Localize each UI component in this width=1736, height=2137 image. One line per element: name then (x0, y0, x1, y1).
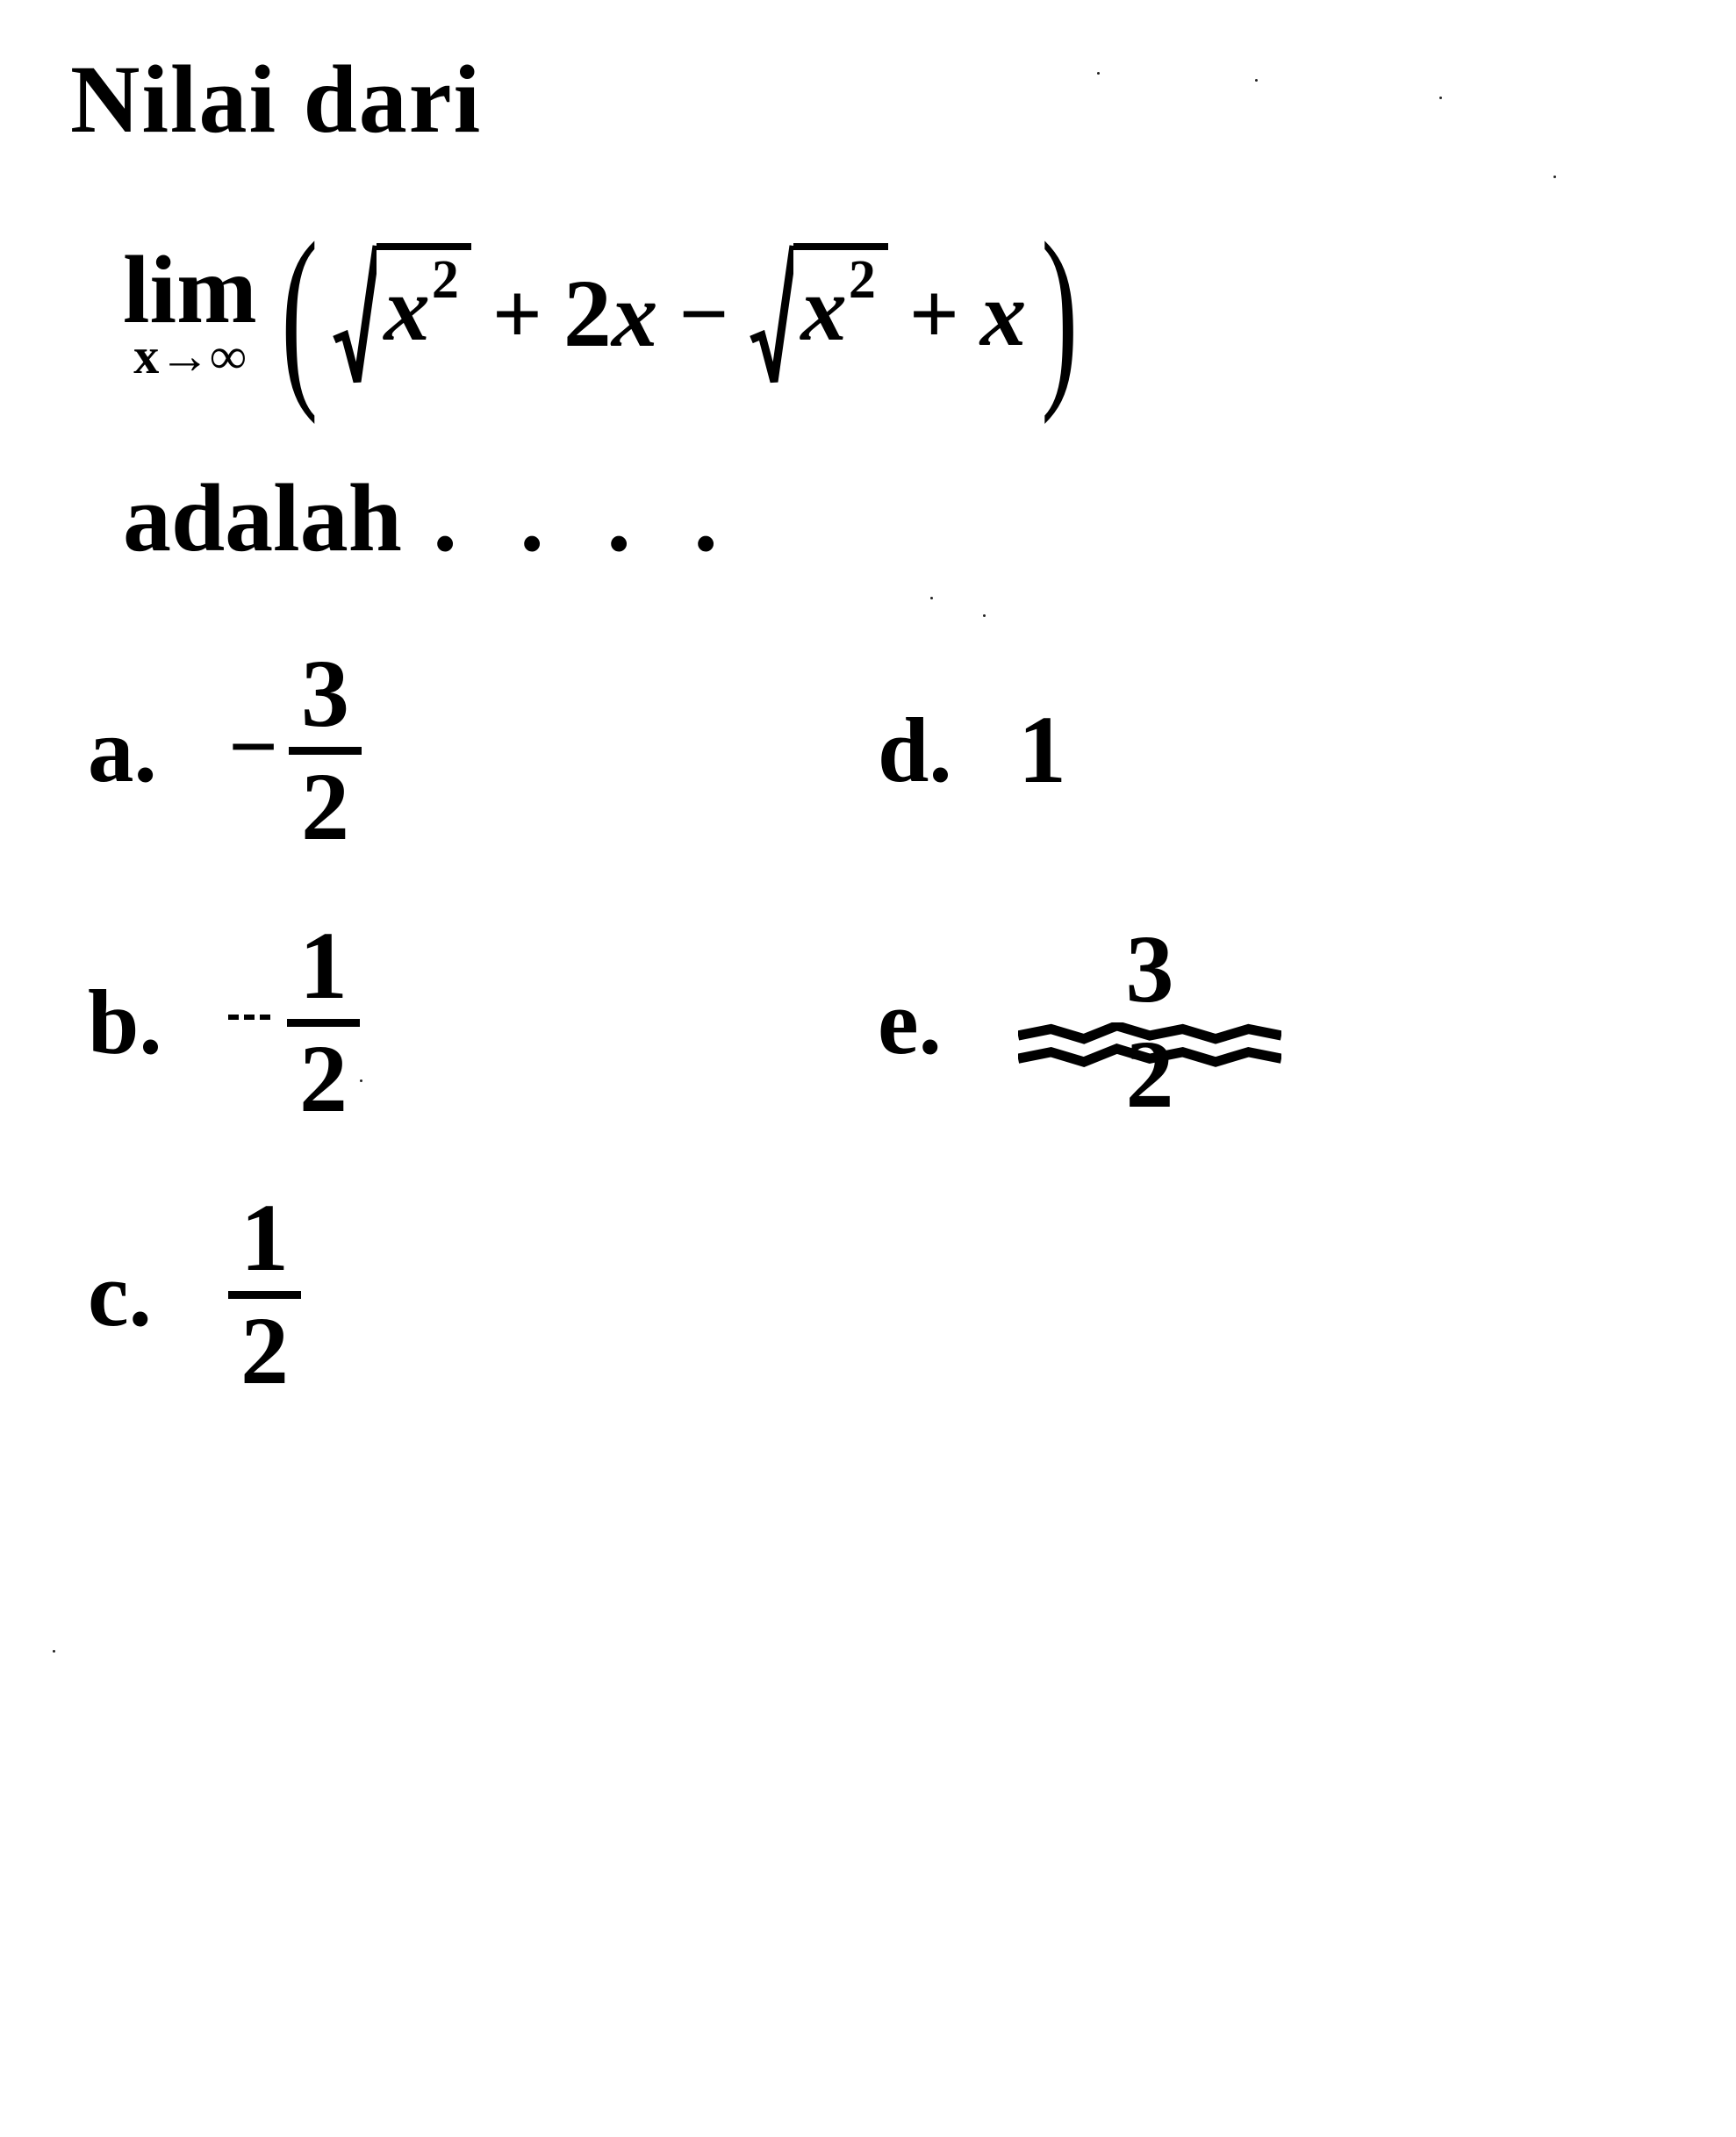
noise-dot (1439, 97, 1442, 99)
noise-dot (1255, 79, 1258, 82)
sqrt1-base: x (384, 255, 430, 362)
right-paren: ) (1042, 233, 1079, 394)
sqrt2-exp: 2 (849, 249, 876, 312)
radicand-2: x2 (793, 243, 888, 379)
option-c-value: 1 2 (228, 1189, 649, 1399)
option-c-num: 1 (228, 1189, 301, 1291)
option-a-value: − 3 2 (228, 645, 649, 855)
adalah-text: adalah (123, 464, 402, 571)
option-d-value: 1 (1018, 694, 1439, 806)
limit-operator: lim x→∞ (123, 249, 257, 378)
left-paren: ( (281, 233, 318, 394)
option-row-3: c. 1 2 (88, 1180, 1666, 1408)
option-b-num: 1 (287, 917, 360, 1019)
option-a: a. − 3 2 (88, 645, 649, 855)
option-d-label: d. (878, 697, 1018, 803)
option-c-den: 2 (228, 1299, 301, 1399)
lim-label: lim (123, 249, 257, 332)
noise-dot (930, 597, 933, 599)
term4-var: x (980, 261, 1027, 367)
answer-options: a. − 3 2 d. 1 b. 1 (88, 635, 1666, 1408)
option-b-frac: 1 2 (287, 917, 360, 1127)
sqrt-1: x2 (333, 243, 471, 384)
option-e-value: 3 2 (1018, 921, 1439, 1122)
option-d-int: 1 (1018, 694, 1066, 806)
option-c: c. 1 2 (88, 1189, 649, 1399)
noise-dot (983, 614, 986, 617)
question-intro: Nilai dari (70, 44, 1666, 155)
option-a-den: 2 (289, 755, 362, 855)
question-trailing: adalah . . . . (123, 463, 1666, 574)
option-b: b. 1 2 (88, 917, 649, 1127)
option-a-label: a. (88, 697, 228, 803)
option-a-num: 3 (289, 645, 362, 747)
dots: . . . . (433, 464, 737, 571)
option-d: d. 1 (878, 694, 1439, 806)
option-b-den: 2 (287, 1027, 360, 1127)
noise-dot (1553, 176, 1556, 178)
radical-icon (333, 243, 377, 384)
plus-1: + (492, 263, 542, 364)
term-2: 2x (563, 258, 658, 369)
plus-2: + (909, 263, 959, 364)
term2-coef: 2 (563, 260, 612, 367)
option-e-num: 3 (1114, 921, 1187, 1022)
radical-icon (750, 243, 793, 384)
noise-dot (53, 1650, 55, 1653)
option-e-den: 2 (1114, 1022, 1187, 1122)
noise-dot (360, 1079, 362, 1082)
limit-expression: lim x→∞ ( x2 + 2x − x2 + x ) (123, 190, 1666, 436)
option-row-2: b. 1 2 e. 3 (88, 907, 1666, 1136)
noise-dot (1097, 72, 1100, 75)
radicand-1: x2 (377, 243, 471, 379)
option-b-label: b. (88, 969, 228, 1075)
option-b-value: 1 2 (228, 917, 649, 1127)
term2-var: x (612, 263, 658, 366)
option-c-label: c. (88, 1241, 228, 1347)
option-c-frac: 1 2 (228, 1189, 301, 1399)
sqrt-2: x2 (750, 243, 888, 384)
lim-subscript: x→∞ (133, 334, 246, 377)
minus-1: − (678, 263, 728, 364)
sqrt2-base: x (800, 255, 847, 362)
option-e-frac: 3 2 (1018, 921, 1281, 1122)
option-row-1: a. − 3 2 d. 1 (88, 635, 1666, 864)
option-e-label: e. (878, 969, 1018, 1075)
sqrt1-exp: 2 (432, 249, 459, 312)
option-e: e. 3 2 (878, 921, 1439, 1122)
option-a-frac: 3 2 (289, 645, 362, 855)
option-a-sign: − (228, 696, 278, 797)
